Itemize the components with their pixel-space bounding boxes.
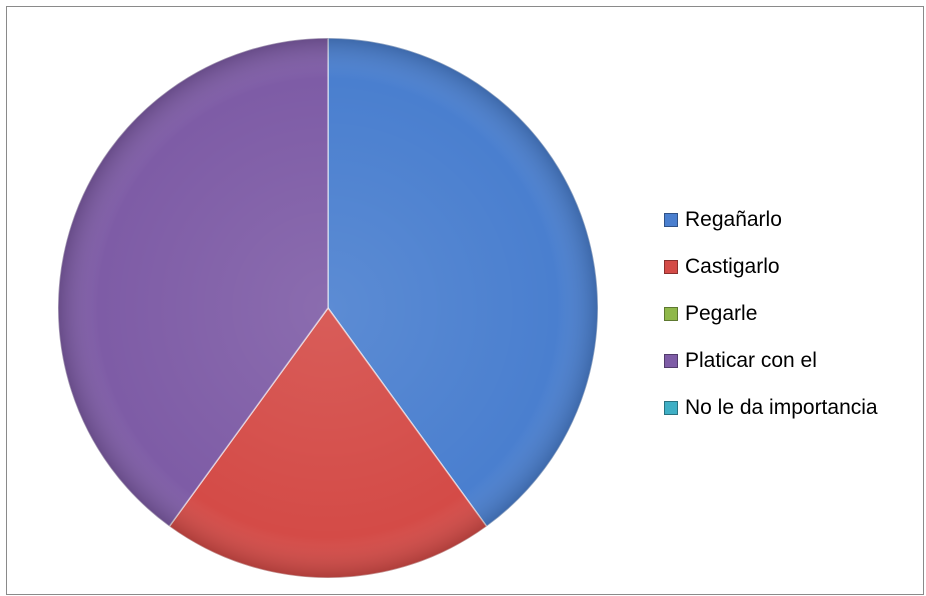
legend-label: No le da importancia: [685, 395, 878, 419]
legend-swatch: [664, 400, 678, 415]
legend-item-castigarlo: Castigarlo: [664, 243, 878, 290]
legend-item-platicar-con-el: Platicar con el: [664, 337, 878, 384]
legend-label: Pegarle: [685, 301, 758, 325]
legend-label: Platicar con el: [685, 348, 817, 372]
legend-item-reganarlo: Regañarlo: [664, 196, 878, 243]
legend-item-pegarle: Pegarle: [664, 290, 878, 337]
legend-swatch: [664, 212, 678, 227]
legend-swatch: [664, 306, 678, 321]
legend-label: Castigarlo: [685, 254, 780, 278]
legend-swatch: [664, 353, 678, 368]
legend-label: Regañarlo: [685, 207, 782, 231]
chart-legend: Regañarlo Castigarlo Pegarle Platicar con e…: [664, 196, 878, 431]
pie-slices: [57, 37, 599, 579]
legend-swatch: [664, 259, 678, 274]
legend-item-no-le-da-importancia: No le da importancia: [664, 384, 878, 431]
